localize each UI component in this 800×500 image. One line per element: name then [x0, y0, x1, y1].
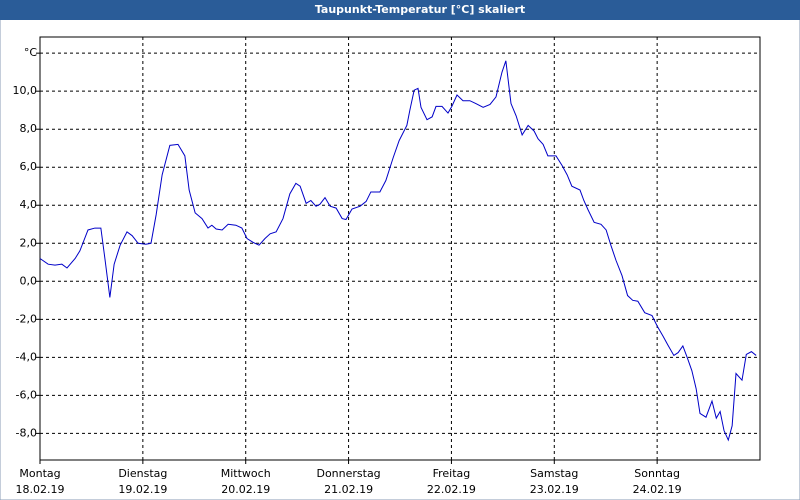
y-tick-label: 0,0	[20, 274, 38, 287]
x-tick-date: 23.02.19	[530, 483, 579, 496]
y-tick-label: -2,0	[16, 312, 37, 325]
y-tick-label: °C	[24, 46, 38, 59]
y-tick-label: -6,0	[16, 388, 37, 401]
chart-title: Taupunkt-Temperatur [°C] skaliert	[315, 3, 525, 16]
y-tick-label: 4,0	[20, 198, 38, 211]
y-tick-label: -4,0	[16, 350, 37, 363]
x-tick-label: Sonntag	[634, 467, 680, 480]
x-tick-date: 24.02.19	[633, 483, 682, 496]
title-bar	[0, 0, 800, 20]
x-tick-date: 20.02.19	[221, 483, 270, 496]
plot-frame	[39, 36, 761, 461]
x-tick-label: Mittwoch	[221, 467, 271, 480]
y-tick-label: 2,0	[20, 236, 38, 249]
x-tick-label: Montag	[19, 467, 60, 480]
y-tick-label: 8,0	[20, 122, 38, 135]
x-tick-label: Freitag	[433, 467, 471, 480]
x-tick-date: 22.02.19	[427, 483, 476, 496]
y-tick-label: 10,0	[13, 84, 38, 97]
y-tick-label: -8,0	[16, 426, 37, 439]
x-tick-label: Donnerstag	[316, 467, 380, 480]
x-tick-date: 18.02.19	[16, 483, 65, 496]
y-tick-label: 6,0	[20, 160, 38, 173]
x-tick-label: Samstag	[530, 467, 578, 480]
x-tick-date: 21.02.19	[324, 483, 373, 496]
x-tick-date: 19.02.19	[118, 483, 167, 496]
data-line	[39, 60, 757, 442]
x-tick-label: Dienstag	[118, 467, 167, 480]
